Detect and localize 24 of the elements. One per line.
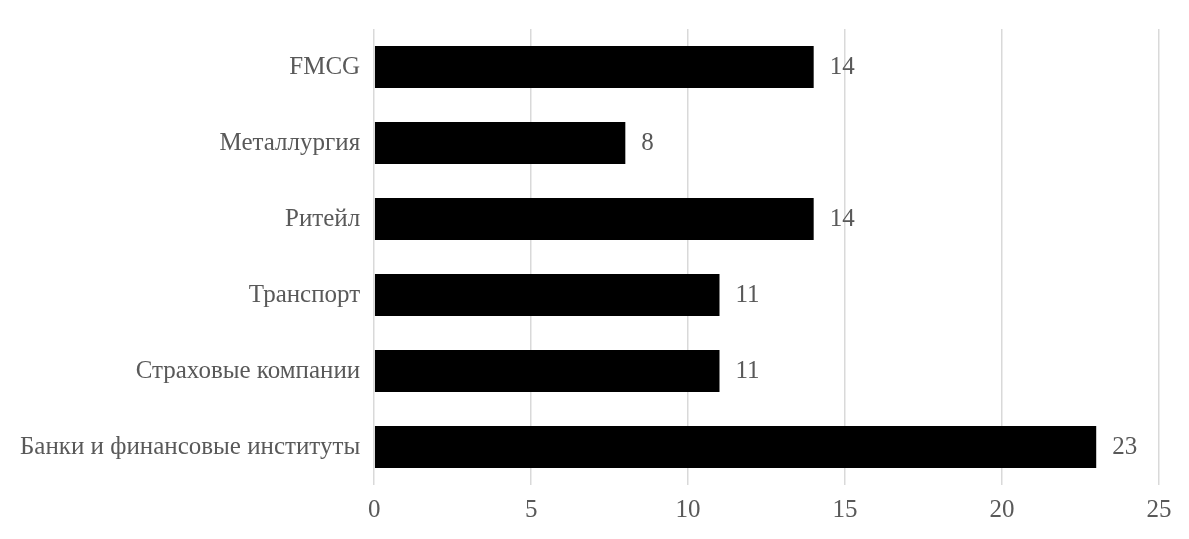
y-tick-label: Ритейл bbox=[285, 203, 361, 231]
bar bbox=[374, 122, 626, 164]
bar bbox=[374, 426, 1097, 468]
y-tick-label: Банки и финансовые институты bbox=[20, 431, 361, 459]
data-label: 14 bbox=[829, 51, 856, 79]
x-tick-label: 25 bbox=[1146, 494, 1172, 522]
x-tick-label: 5 bbox=[524, 494, 538, 522]
data-label: 8 bbox=[641, 127, 654, 155]
bar bbox=[374, 46, 814, 88]
x-tick-label: 10 bbox=[675, 494, 701, 522]
bar bbox=[374, 198, 814, 240]
y-tick-label: Страховые компании bbox=[135, 355, 361, 383]
y-tick-label: Транспорт bbox=[248, 279, 361, 307]
y-tick-label: FMCG bbox=[289, 51, 361, 79]
y-tick-label: Металлургия bbox=[219, 127, 361, 155]
data-label: 14 bbox=[829, 203, 856, 231]
data-label: 11 bbox=[735, 355, 760, 383]
data-label: 23 bbox=[1112, 431, 1138, 459]
data-label: 11 bbox=[735, 279, 760, 307]
x-tick-label: 0 bbox=[367, 494, 381, 522]
bar bbox=[374, 350, 720, 392]
x-tick-label: 15 bbox=[832, 494, 858, 522]
x-tick-label: 20 bbox=[989, 494, 1015, 522]
bar bbox=[374, 274, 720, 316]
